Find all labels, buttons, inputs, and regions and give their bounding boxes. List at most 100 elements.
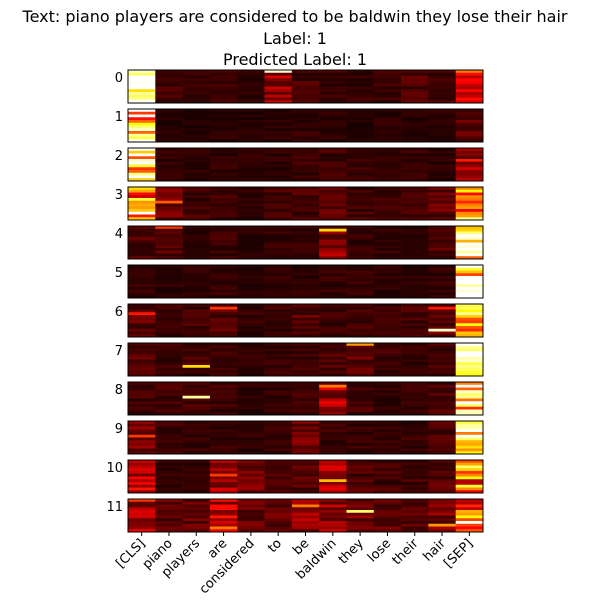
heat-cell [264,521,293,525]
panel-frame [127,264,484,299]
heat-cell [346,529,375,533]
layer-panel-2: 2 [115,147,484,182]
layer-panel-0: 0 [115,69,484,104]
heat-cell [182,304,211,308]
heat-cell [209,434,238,438]
heat-cell [155,529,183,533]
heat-cell [128,175,156,179]
heat-cell [264,292,293,296]
heat-cell [401,128,429,132]
heat-cell [237,111,265,115]
heat-cell [319,304,347,308]
heat-cell [155,354,183,358]
heat-cell [401,448,429,452]
heat-cell [319,443,347,447]
heat-cell [128,334,156,338]
heat-cell [237,245,265,249]
heat-cell [401,276,429,280]
heat-cell [373,440,402,444]
heat-cell [319,133,347,137]
heat-cell [455,284,484,288]
heat-cell [155,114,183,118]
heat-cell [401,320,429,324]
heat-cell [128,523,156,527]
layer-label: 8 [115,383,123,398]
heat-cell [291,345,320,349]
heat-cell [401,362,429,366]
heat-cell [346,86,375,90]
heat-cell [209,440,238,444]
heat-cell [128,468,156,472]
heat-cell [291,401,320,405]
heat-cell [155,228,183,232]
heat-cell [455,306,484,310]
heat-cell [401,270,429,274]
heat-cell [182,217,211,221]
heat-cell [401,434,429,438]
heat-cell [428,122,456,126]
heat-cell [319,326,347,330]
heat-cell [264,451,293,455]
heat-cell [346,128,375,132]
heat-cell [291,206,320,210]
heat-cell [346,70,375,74]
heat-cell [428,334,456,338]
heat-cell [428,278,456,282]
heat-cell [237,226,265,230]
heat-cell [455,200,484,204]
heat-cell [428,253,456,257]
heat-cell [155,83,183,87]
heat-cell [455,270,484,274]
heat-cell [291,343,320,347]
heat-cell [373,348,402,352]
heat-cell [209,320,238,324]
heat-cell [182,312,211,316]
heat-cell [455,245,484,249]
heat-cell [291,406,320,410]
heat-cell [401,312,429,316]
heat-cell [455,226,484,230]
heat-cell [319,209,347,213]
heat-cell [346,359,375,363]
heat-cell [237,148,265,152]
heat-cell [237,295,265,299]
heat-cell [209,195,238,199]
heat-cell [155,423,183,427]
heat-cell [182,226,211,230]
heat-cell [237,426,265,430]
heat-cell [428,237,456,241]
heat-cell [319,351,347,355]
heat-cell [155,209,183,213]
heat-cell [319,356,347,360]
heat-cell [428,178,456,182]
heat-cell [128,504,156,508]
heat-cell [428,523,456,527]
heat-cell [346,501,375,505]
heat-cell [291,139,320,143]
heat-cell [428,175,456,179]
heat-cell [455,365,484,369]
heat-cell [128,234,156,238]
heat-cell [346,228,375,232]
heat-cell [346,217,375,221]
heat-cell [346,448,375,452]
heat-cell [264,523,293,527]
heat-cell [155,253,183,257]
heat-cell [155,471,183,475]
heat-cell [128,72,156,76]
heat-cell [237,161,265,165]
heat-cell [264,117,293,121]
heat-cell [428,328,456,332]
heat-cell [237,421,265,425]
heat-cell [264,153,293,157]
heat-cell [319,203,347,207]
heat-cell [373,460,402,464]
heat-cell [428,426,456,430]
heat-cell [373,315,402,319]
heat-cell [264,156,293,160]
heat-cell [401,328,429,332]
heat-cell [155,284,183,288]
heat-cell [401,253,429,257]
heat-cell [401,476,429,480]
heat-cell [182,270,211,274]
